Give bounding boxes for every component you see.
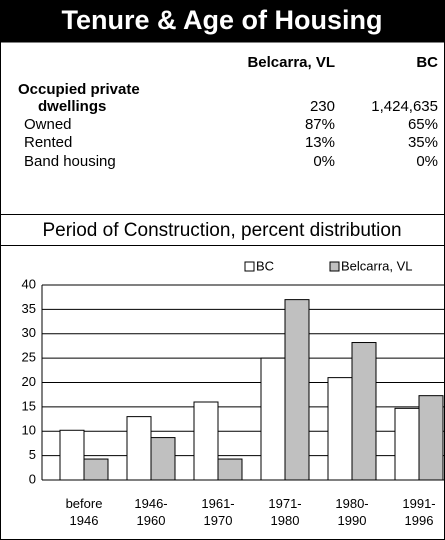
x-tick-label: 1980-1990 [335,496,368,528]
legend-label: Belcarra, VL [341,258,413,273]
x-tick-label: 1971-1980 [268,496,301,528]
row-label: Owned [24,116,72,133]
chart-title: Period of Construction, percent distribu… [42,220,401,241]
legend-label: BC [256,258,274,273]
y-tick-label: 40 [22,276,36,291]
cell: 1,424,635 [371,98,438,115]
row-label: Rented [24,134,72,151]
bar [217,458,243,481]
y-tick-label: 20 [22,374,36,389]
bar [351,342,377,481]
row-label: Band housing [24,153,116,170]
y-tick-label: 30 [22,325,36,340]
row-label: Occupied private [18,81,140,98]
y-tick-label: 10 [22,423,36,438]
cell: 0% [313,153,335,170]
bar [150,437,176,481]
bar [83,458,109,481]
cell: 35% [408,134,438,151]
y-tick-label: 5 [29,447,36,462]
y-tick-label: 15 [22,398,36,413]
bar [327,377,353,481]
y-tick-label: 35 [22,301,36,316]
bar [284,299,310,481]
bar [394,407,420,481]
column-header: Belcarra, VL [247,54,335,71]
y-tick-label: 25 [22,350,36,365]
cell: 13% [305,134,335,151]
x-tick-label: 1946-1960 [134,496,167,528]
y-tick-label: 0 [29,471,36,486]
cell: 87% [305,116,335,133]
cell: 230 [310,98,335,115]
legend-swatch [244,261,255,272]
legend-swatch [329,261,340,272]
bar [260,357,286,481]
row-label: dwellings [38,98,106,115]
bar [59,429,85,481]
x-tick-label: before 1946 [66,496,103,528]
bar [126,416,152,481]
bar [418,395,444,481]
cell: 0% [416,153,438,170]
column-header: BC [416,54,438,71]
cell: 65% [408,116,438,133]
title-bar [0,0,445,42]
x-tick-label: 1991-1996 [402,496,435,528]
bar [193,401,219,481]
x-tick-label: 1961-1970 [201,496,234,528]
page-title: Tenure & Age of Housing [62,5,383,35]
